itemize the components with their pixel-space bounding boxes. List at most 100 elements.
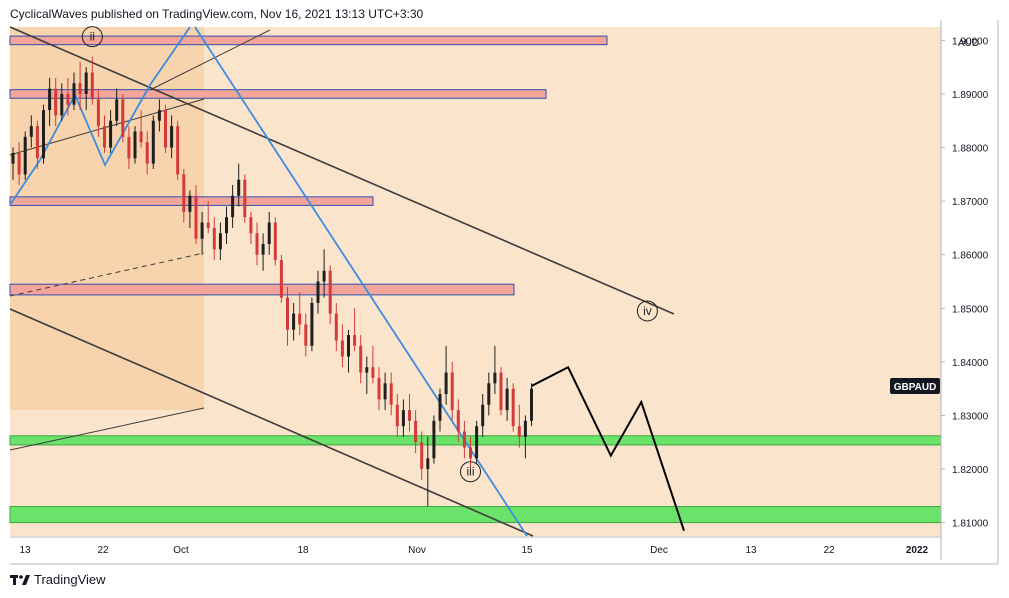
time-tick-label: Oct: [173, 545, 189, 556]
candle: [151, 115, 155, 169]
candle: [456, 399, 460, 443]
candle: [182, 168, 186, 223]
candle-body: [426, 458, 430, 470]
candle: [84, 67, 88, 111]
candle: [237, 163, 241, 207]
candle-body: [29, 126, 33, 137]
candle: [499, 367, 503, 416]
candle-body: [322, 270, 326, 282]
tradingview-brand: TradingView: [34, 572, 106, 587]
candle-body: [121, 99, 125, 137]
candle-body: [475, 426, 479, 459]
price-axis[interactable]: 1.90000 1.89000 1.88000 1.87000 1.86000 1.850…: [941, 36, 989, 530]
resistance-zone: [9, 35, 608, 46]
candle: [334, 302, 338, 352]
candle-body: [383, 383, 387, 400]
candle-body: [310, 302, 314, 346]
candle: [395, 394, 399, 437]
candle: [353, 308, 357, 352]
candle: [35, 120, 39, 169]
candle: [523, 415, 527, 459]
candle-body: [255, 233, 259, 255]
candle-body: [188, 195, 192, 212]
candle-body: [279, 260, 283, 298]
candle-body: [84, 72, 88, 94]
candle-body: [164, 110, 167, 148]
candle: [530, 383, 533, 427]
candle-body: [505, 388, 509, 411]
candle: [347, 329, 350, 373]
upper-channel-line: [9, 26, 675, 315]
candle: [298, 292, 302, 336]
time-tick-label: 13: [19, 545, 31, 556]
candle: [48, 77, 52, 127]
price-tick-label: 1.82000: [952, 465, 989, 476]
candle: [340, 324, 344, 368]
wave-projection: [531, 365, 685, 531]
candle: [194, 185, 198, 244]
candle: [96, 88, 100, 137]
price-tick-label: 1.84000: [952, 358, 989, 369]
candle: [139, 110, 143, 148]
price-tick-label: 1.90000: [952, 36, 989, 47]
candle: [23, 131, 27, 180]
candle-body: [96, 99, 100, 127]
candle: [420, 431, 424, 480]
candle: [42, 104, 45, 164]
candle: [365, 356, 369, 395]
candle-body: [249, 217, 253, 234]
tradingview-logo-icon: [10, 574, 30, 585]
time-tick-label: 22: [823, 545, 835, 556]
candle: [66, 77, 70, 116]
candle: [127, 126, 131, 169]
candle-body: [523, 420, 527, 437]
candle-body: [420, 442, 424, 470]
candle: [90, 56, 94, 105]
candle: [200, 211, 204, 255]
projection-path: [531, 365, 685, 531]
candle: [487, 372, 491, 416]
candle-body: [444, 372, 448, 395]
candle-body: [334, 313, 338, 341]
time-tick-label: 18: [297, 545, 309, 556]
currency-label: AUD: [958, 38, 979, 49]
candle-body: [157, 110, 161, 121]
lower-channel-line: [9, 308, 534, 537]
candle: [377, 367, 381, 411]
time-axis[interactable]: 13 22 Oct 18 Nov 15 Dec 13 22 2022: [19, 545, 928, 556]
candle-body: [145, 142, 149, 164]
candle-body: [23, 136, 27, 175]
candle: [511, 383, 515, 432]
candle: [11, 147, 15, 180]
candle-body: [347, 335, 350, 357]
candle: [231, 185, 235, 228]
current-price-badge: GBPAUD: [890, 378, 940, 394]
price-tick-label: 1.81000: [952, 519, 989, 530]
candle: [389, 372, 393, 416]
support-zone: [9, 506, 942, 524]
candle-body: [72, 83, 76, 105]
candle: [505, 377, 509, 421]
candle: [206, 201, 210, 234]
candle-body: [304, 324, 308, 346]
candle-body: [371, 367, 375, 378]
candle: [121, 93, 125, 143]
candle-body: [261, 243, 265, 255]
price-tick-label: 1.89000: [952, 90, 989, 101]
candle-body: [237, 179, 241, 196]
candle: [54, 77, 58, 127]
price-tick-label: 1.87000: [952, 197, 989, 208]
shaded-region: [10, 27, 204, 410]
candle-body: [176, 126, 180, 175]
candle-body: [438, 394, 442, 421]
candle: [78, 61, 82, 111]
candle-body: [292, 313, 296, 330]
candle-body: [212, 227, 216, 250]
candle-body: [517, 426, 521, 437]
candle: [408, 394, 411, 432]
candle-body: [395, 404, 399, 427]
candle-body: [231, 195, 235, 218]
candle: [261, 233, 265, 271]
candle-body: [182, 174, 186, 212]
